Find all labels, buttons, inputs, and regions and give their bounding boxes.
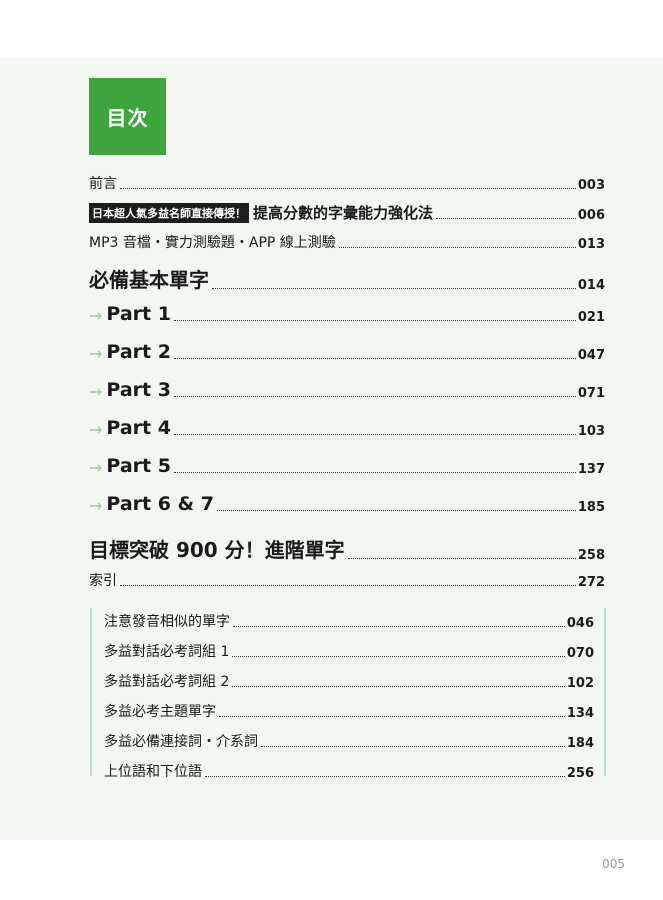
toc-entry: → Part 3 071: [89, 379, 605, 401]
toc-entry: 索引 272: [89, 570, 605, 590]
entry-page: 014: [577, 278, 605, 293]
page-number: 005: [602, 857, 625, 871]
toc-entry: 多益對話必考詞組 1 070: [104, 641, 594, 661]
dot-leader: [338, 246, 576, 248]
entry-title: 索引: [89, 573, 117, 589]
entry-title: Part 5: [106, 455, 171, 477]
toc-entry: 前言 003: [89, 173, 605, 193]
dot-leader: [232, 655, 565, 657]
entry-page: 071: [577, 386, 605, 401]
toc-entry: 目標突破 900 分！進階單字 258: [89, 534, 605, 563]
toc-entry: → Part 5 137: [89, 455, 605, 477]
arrow-right-icon: →: [89, 306, 103, 325]
dot-leader: [120, 187, 576, 189]
dot-leader: [173, 395, 576, 397]
toc-entry: → Part 6 & 7 185: [89, 493, 605, 515]
entry-page: 184: [566, 736, 594, 751]
entry-title: Part 3: [106, 379, 171, 401]
toc-entry: → Part 4 103: [89, 417, 605, 439]
entry-title: 上位語和下位語: [104, 764, 202, 780]
entry-page: 258: [577, 548, 605, 563]
dot-leader: [436, 217, 576, 219]
entry-page: 256: [566, 766, 594, 781]
entry-title: 多益必考主題單字: [104, 704, 216, 720]
arrow-right-icon: →: [89, 382, 103, 401]
entry-title: 目標突破 900 分！進階單字: [89, 538, 345, 562]
arrow-right-icon: →: [89, 496, 103, 515]
toc-entry: 必備基本單字 014: [89, 264, 605, 293]
entry-page: 013: [577, 237, 605, 252]
dot-leader: [205, 775, 565, 777]
entry-page: 070: [566, 646, 594, 661]
entry-page: 137: [577, 462, 605, 477]
entry-title: 必備基本單字: [89, 268, 209, 292]
entry-title: 前言: [89, 176, 117, 192]
dot-leader: [261, 745, 565, 747]
entry-page: 272: [577, 575, 605, 590]
entry-title: MP3 音檔・實力測驗題・APP 線上測驗: [89, 235, 336, 251]
dot-leader: [120, 584, 576, 586]
entry-page: 047: [577, 348, 605, 363]
toc-entry: → Part 1 021: [89, 303, 605, 325]
entry-title: Part 6 & 7: [106, 493, 214, 515]
toc-entry: 多益必考主題單字 134: [104, 701, 594, 721]
entry-page: 103: [577, 424, 605, 439]
entry-title: 注意發音相似的單字: [104, 614, 230, 630]
entry-title: Part 4: [106, 417, 171, 439]
dot-leader: [173, 319, 576, 321]
entry-title: 多益對話必考詞組 1: [104, 644, 230, 660]
arrow-right-icon: →: [89, 458, 103, 477]
toc-title: 目次: [89, 78, 166, 155]
entry-title: 多益必備連接詞・介系詞: [104, 734, 258, 750]
dot-leader: [173, 471, 576, 473]
toc-entry: 注意發音相似的單字 046: [104, 611, 594, 631]
toc-entry: → Part 2 047: [89, 341, 605, 363]
dot-leader: [173, 433, 576, 435]
entry-page: 102: [566, 676, 594, 691]
toc-entry: 多益對話必考詞組 2 102: [104, 671, 594, 691]
entry-title: 多益對話必考詞組 2: [104, 674, 230, 690]
entry-page: 003: [577, 178, 605, 193]
entry-title: Part 1: [106, 303, 171, 325]
dot-leader: [347, 557, 576, 559]
dot-leader: [216, 509, 576, 511]
toc-entry: MP3 音檔・實力測驗題・APP 線上測驗 013: [89, 232, 605, 252]
arrow-right-icon: →: [89, 344, 103, 363]
arrow-right-icon: →: [89, 420, 103, 439]
entry-title: 提高分數的字彙能力強化法: [253, 204, 434, 222]
entry-page: 006: [577, 208, 605, 223]
dot-leader: [212, 287, 576, 289]
entry-page: 046: [566, 616, 594, 631]
toc-entry: 多益必備連接詞・介系詞 184: [104, 731, 594, 751]
dot-leader: [233, 625, 565, 627]
entry-page: 185: [577, 500, 605, 515]
dot-leader: [173, 357, 576, 359]
entry-page: 021: [577, 310, 605, 325]
entry-title: Part 2: [106, 341, 171, 363]
column-list-box: 注意發音相似的單字 046 多益對話必考詞組 1 070 多益對話必考詞組 2 102 多益…: [90, 608, 606, 781]
highlight-badge: 日本超人氣多益名師直接傳授！: [89, 203, 249, 223]
toc-entry: 上位語和下位語 256: [104, 761, 594, 781]
dot-leader: [219, 715, 565, 717]
dot-leader: [232, 685, 565, 687]
entry-page: 134: [566, 706, 594, 721]
toc-entry: 日本超人氣多益名師直接傳授！ 提高分數的字彙能力強化法 006: [89, 202, 605, 223]
